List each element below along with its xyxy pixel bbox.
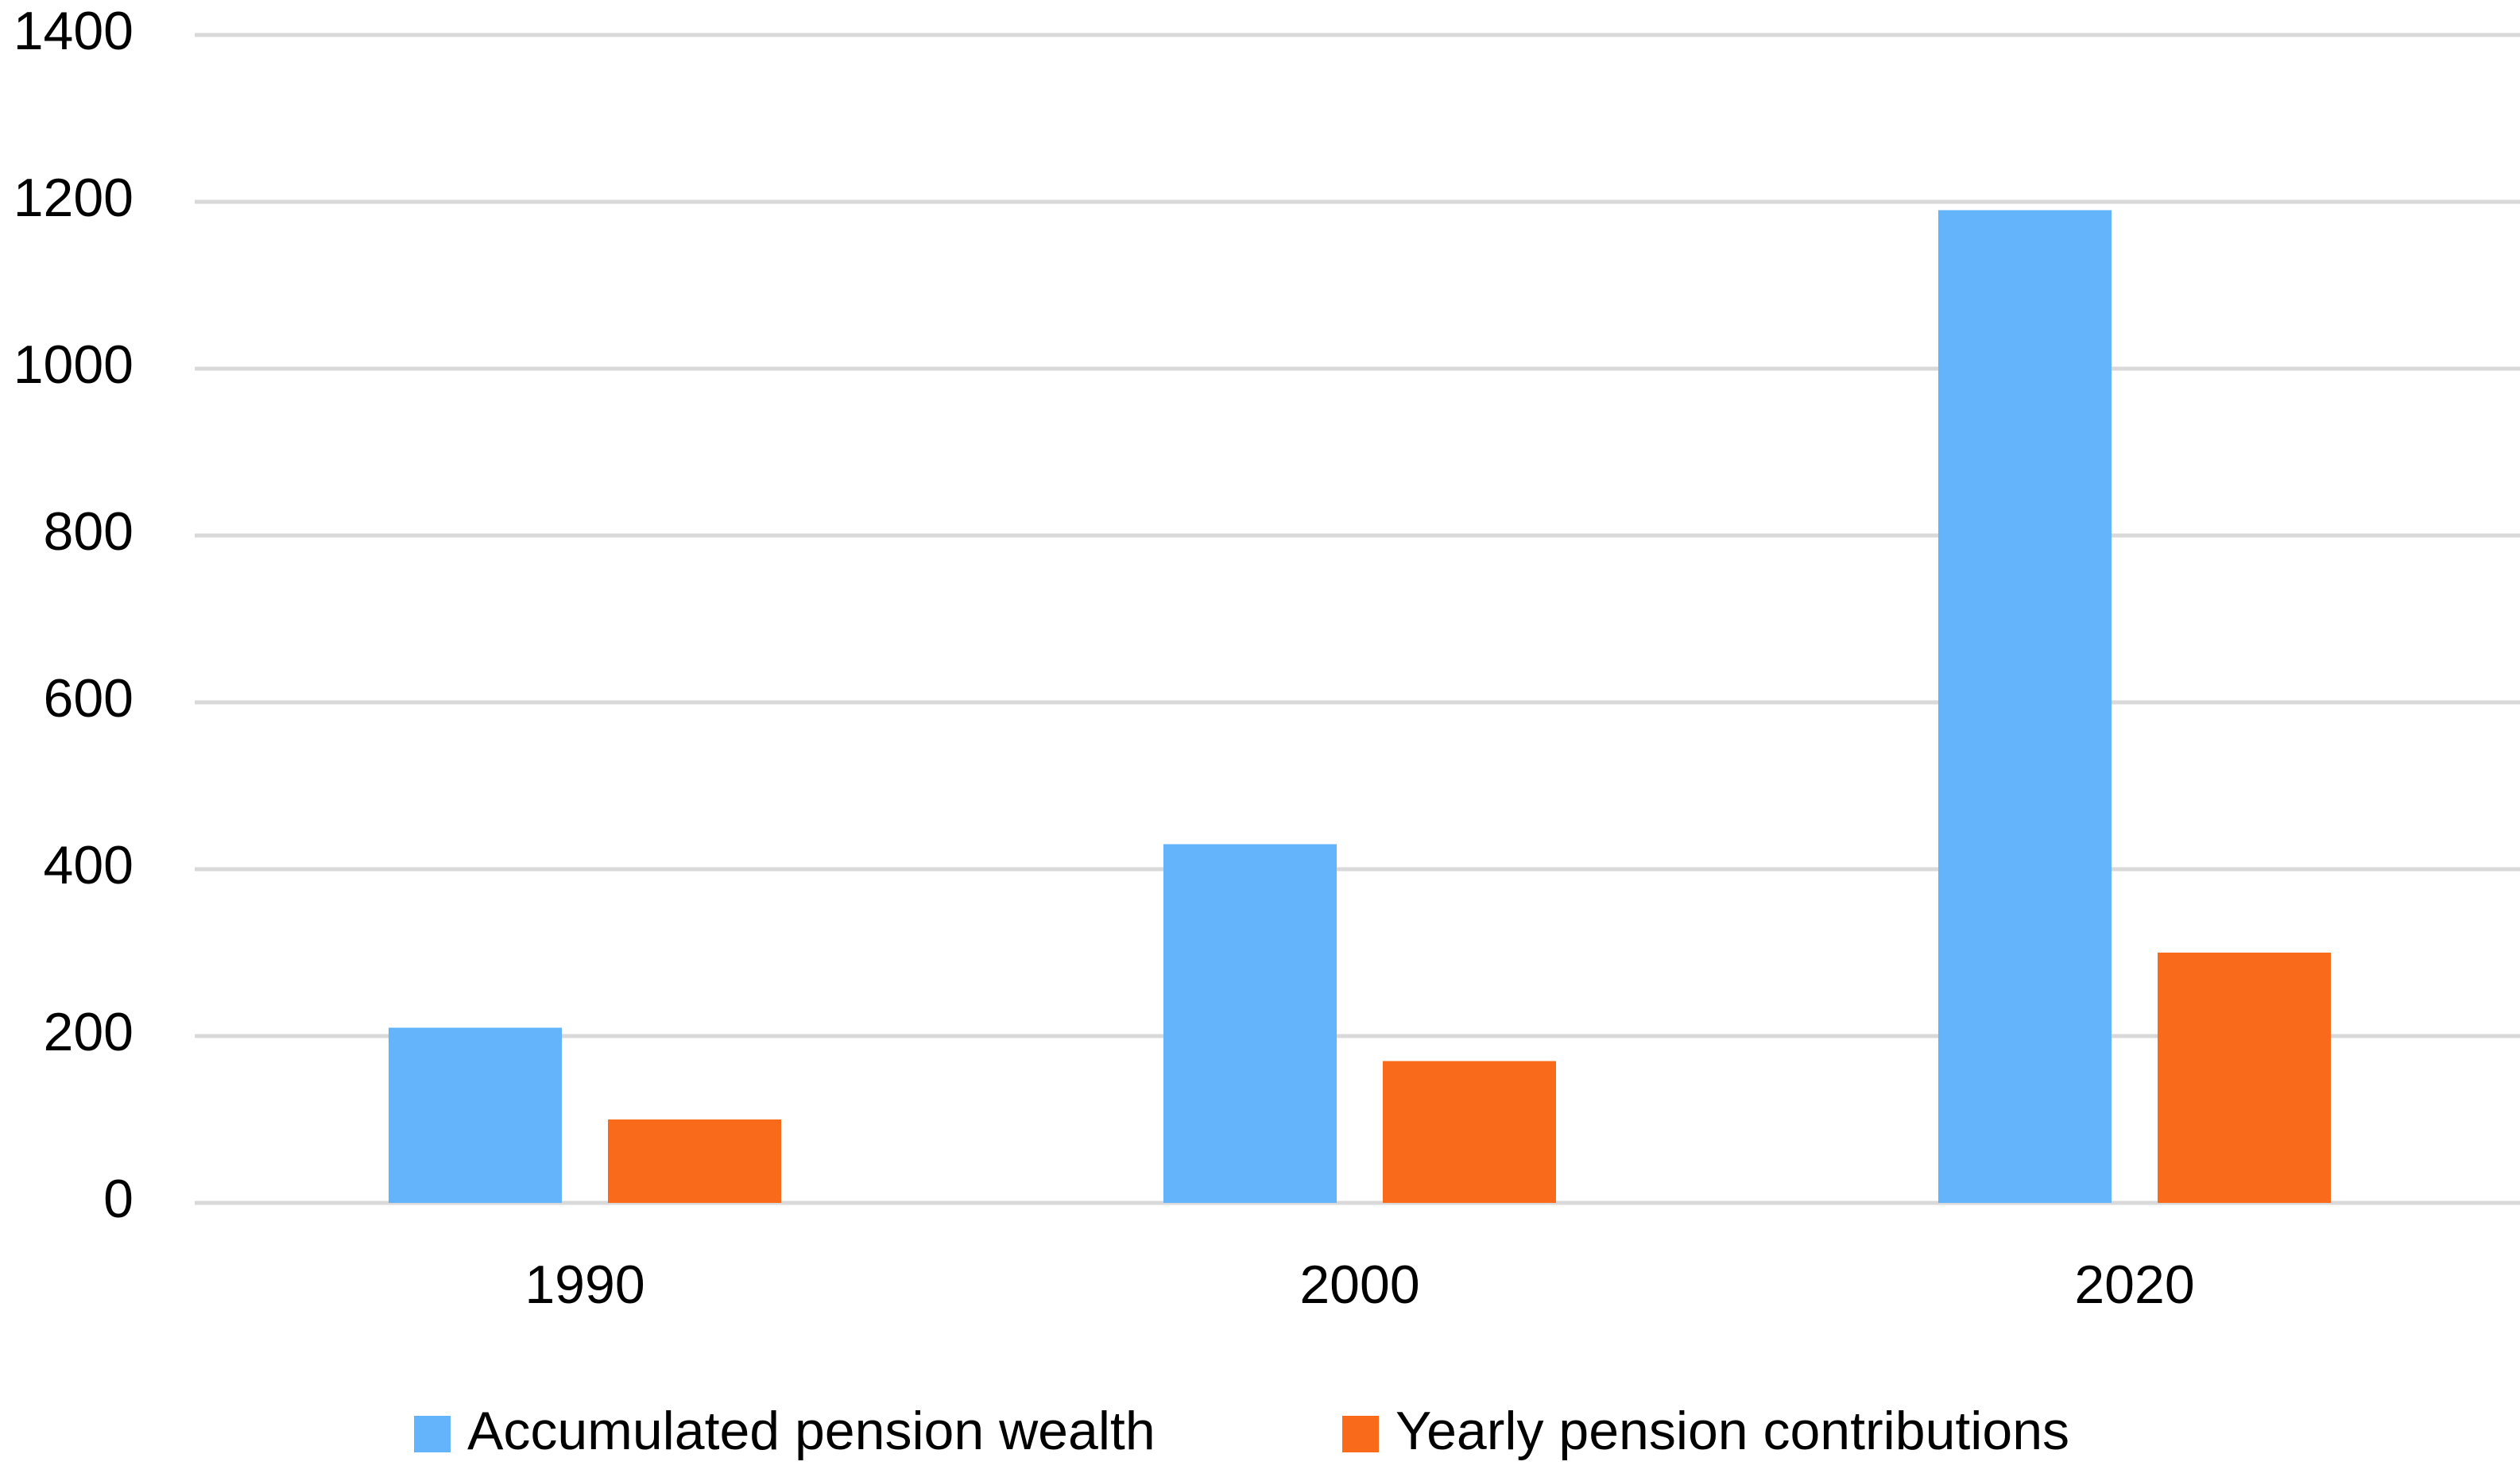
bar-yearly-contributions-2000 (1383, 1061, 1556, 1203)
bar-yearly-contributions-2020 (2158, 953, 2331, 1203)
bar-accumulated-wealth-1990 (389, 1027, 562, 1203)
legend-label-yearly-contributions: Yearly pension contributions (1395, 1401, 2069, 1461)
y-tick-label: 200 (44, 1002, 134, 1062)
y-tick-label: 800 (44, 501, 134, 562)
legend-swatch-accumulated-wealth (414, 1416, 451, 1452)
legend: Accumulated pension wealth Yearly pension… (414, 1401, 2069, 1461)
y-tick-label: 1200 (14, 168, 134, 228)
x-tick-label: 2000 (1299, 1255, 1419, 1315)
bar-accumulated-wealth-2020 (1938, 210, 2112, 1203)
legend-swatch-yearly-contributions (1342, 1416, 1379, 1452)
x-tick-label: 2020 (2074, 1255, 2194, 1315)
bar-accumulated-wealth-2000 (1163, 844, 1337, 1203)
y-tick-label: 400 (44, 835, 134, 895)
x-axis-ticks: 1990 2000 2020 (525, 1255, 2194, 1315)
bars (389, 210, 2331, 1203)
bar-yearly-contributions-1990 (608, 1119, 781, 1203)
y-tick-label: 1000 (14, 334, 134, 395)
y-tick-label: 600 (44, 668, 134, 729)
x-tick-label: 1990 (525, 1255, 645, 1315)
gridlines (195, 33, 2520, 1205)
y-tick-label: 1400 (14, 1, 134, 61)
y-axis-ticks: 0 200 400 600 800 1000 1200 1400 (14, 1, 134, 1229)
y-tick-label: 0 (103, 1169, 134, 1229)
legend-label-accumulated-wealth: Accumulated pension wealth (467, 1401, 1155, 1461)
